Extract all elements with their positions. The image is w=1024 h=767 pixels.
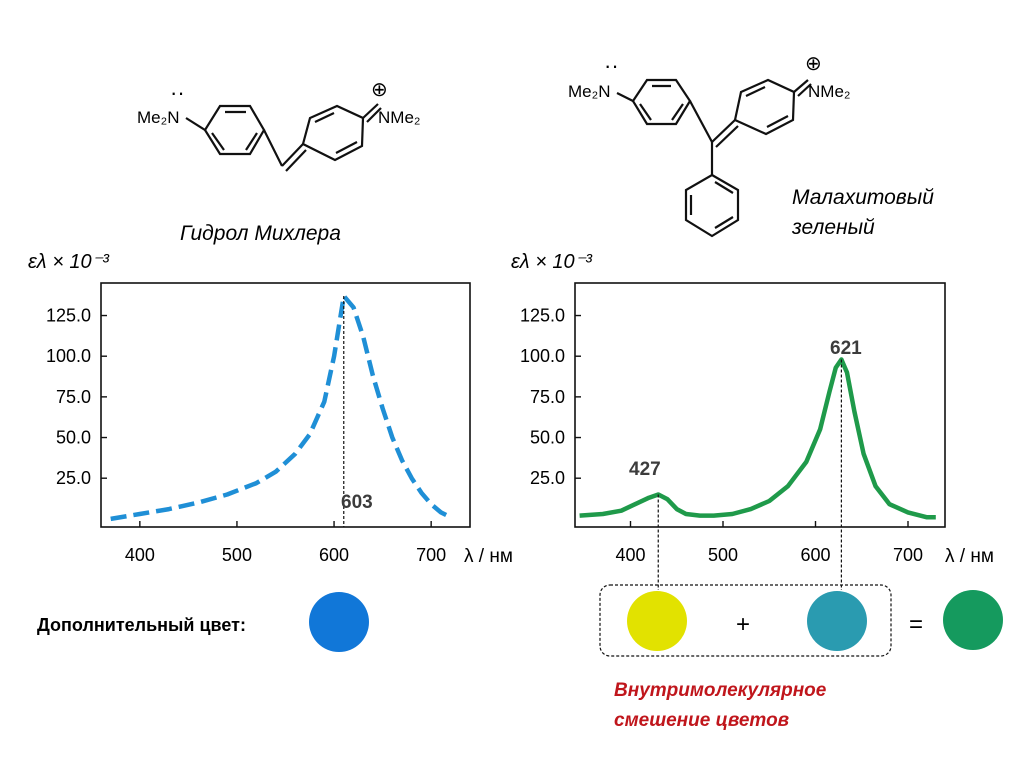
right-charge-icon: ⊕ — [805, 53, 822, 75]
right-x-tick-label: 600 — [800, 545, 830, 565]
left-me2n-label: Me₂N — [137, 108, 180, 127]
left-y-tick-label: 100.0 — [46, 346, 91, 366]
left-lone-pair: ·· — [170, 80, 185, 105]
mix-color-yellow-swatch — [627, 591, 687, 651]
right-absorption-chart: 125.0 100.0 75.0 50.0 25.0 400 500 600 700 427 6… — [520, 282, 946, 565]
left-x-tick-label: 500 — [222, 545, 252, 565]
left-y-tick-label: 125.0 — [46, 306, 91, 326]
right-chart-ticks: 125.0 100.0 75.0 50.0 25.0 400 500 600 700 — [520, 306, 923, 565]
right-y-tick-label: 125.0 — [520, 306, 565, 326]
left-chart-ticks: 125.0 100.0 75.0 50.0 25.0 400 500 600 700 — [46, 306, 446, 565]
left-nme2-label: NMe₂ — [378, 108, 421, 127]
right-lone-pair: ·· — [604, 53, 619, 78]
left-chart-frame — [100, 282, 471, 528]
right-y-tick-label: 100.0 — [520, 346, 565, 366]
right-x-tick-label: 700 — [893, 545, 923, 565]
left-y-tick-label: 25.0 — [56, 468, 91, 488]
left-absorption-chart: 125.0 100.0 75.0 50.0 25.0 400 500 600 700 603 — [46, 282, 471, 565]
left-y-axis-label: ελ × 10⁻³ — [28, 251, 110, 273]
result-color-green-swatch — [943, 590, 1003, 650]
right-x-axis-label: λ / нм — [945, 546, 994, 567]
right-y-axis-label: ελ × 10⁻³ — [511, 251, 593, 273]
left-y-tick-label: 50.0 — [56, 428, 91, 448]
left-x-tick-label: 400 — [125, 545, 155, 565]
right-spectrum-curve — [579, 357, 936, 520]
malachite-green-structure — [616, 78, 812, 238]
right-nme2-label: NMe₂ — [808, 82, 851, 101]
michler-hydrol-structure — [185, 103, 382, 172]
right-me2n-label: Me₂N — [568, 82, 611, 101]
right-peak-label-427: 427 — [629, 459, 661, 480]
left-y-tick-label: 75.0 — [56, 387, 91, 407]
mix-caption-line1: Внутримолекулярное — [614, 680, 827, 701]
left-x-axis-label: λ / нм — [464, 546, 513, 567]
right-y-tick-label: 50.0 — [530, 428, 565, 448]
left-charge-icon: ⊕ — [371, 79, 388, 101]
right-molecule-name-line1: Малахитовый — [792, 186, 934, 209]
mix-color-teal-swatch — [807, 591, 867, 651]
right-molecule-name-line2: зеленый — [791, 216, 875, 239]
plus-sign: + — [736, 611, 750, 638]
left-x-tick-label: 600 — [319, 545, 349, 565]
left-peak-label-603: 603 — [341, 492, 373, 513]
complementary-color-label: Дополнительный цвет: — [37, 615, 246, 635]
left-molecule-name: Гидрол Михлера — [180, 222, 341, 245]
right-x-tick-label: 500 — [708, 545, 738, 565]
right-y-tick-label: 25.0 — [530, 468, 565, 488]
mixing-box — [599, 584, 892, 657]
right-peak-label-621: 621 — [830, 338, 862, 359]
right-y-tick-label: 75.0 — [530, 387, 565, 407]
complementary-color-swatch — [309, 592, 369, 652]
left-spectrum-curve — [110, 293, 452, 522]
right-chart-frame — [574, 282, 946, 528]
mix-caption-line2: смешение цветов — [614, 710, 789, 731]
right-x-tick-label: 400 — [615, 545, 645, 565]
left-x-tick-label: 700 — [416, 545, 446, 565]
equals-sign: = — [909, 611, 923, 638]
